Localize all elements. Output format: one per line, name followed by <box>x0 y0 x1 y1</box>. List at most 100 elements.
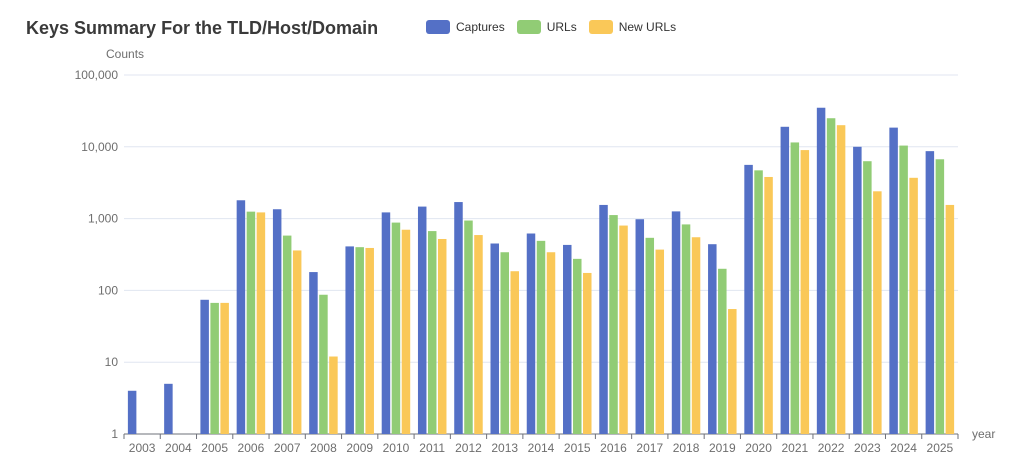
bar-captures-2012[interactable] <box>454 202 463 434</box>
bar-urls-2016[interactable] <box>609 215 618 434</box>
bar-new-urls-2013[interactable] <box>510 271 519 434</box>
bar-new-urls-2017[interactable] <box>655 249 665 434</box>
bar-captures-2024[interactable] <box>889 127 898 435</box>
bar-urls-2015[interactable] <box>573 258 582 434</box>
bar-new-urls-2023[interactable] <box>873 191 882 434</box>
x-tick-label: 2005 <box>201 441 228 455</box>
bar-urls-2012[interactable] <box>464 220 473 434</box>
x-tick-label: 2019 <box>709 441 736 455</box>
bar-captures-2010[interactable] <box>381 212 391 434</box>
bar-new-urls-2006[interactable] <box>256 212 266 434</box>
x-axis-label: year <box>972 427 995 441</box>
legend-item-captures[interactable]: Captures <box>426 20 505 34</box>
x-tick-label: 2025 <box>927 441 954 455</box>
bar-urls-2020[interactable] <box>754 170 763 434</box>
bar-urls-2011[interactable] <box>427 231 437 434</box>
x-tick-label: 2014 <box>528 441 555 455</box>
x-tick-label: 2008 <box>310 441 337 455</box>
bar-captures-2020[interactable] <box>744 164 753 434</box>
bar-captures-2017[interactable] <box>635 219 645 434</box>
bar-new-urls-2020[interactable] <box>764 176 773 434</box>
bar-captures-2013[interactable] <box>490 243 499 434</box>
bar-urls-2013[interactable] <box>500 252 509 434</box>
bar-new-urls-2015[interactable] <box>583 272 592 434</box>
bar-new-urls-2009[interactable] <box>365 247 374 434</box>
legend-item-new-urls[interactable]: New URLs <box>588 20 677 34</box>
x-tick-label: 2016 <box>600 441 627 455</box>
bar-captures-2003[interactable] <box>127 390 137 434</box>
bar-captures-2022[interactable] <box>816 107 826 435</box>
bar-new-urls-2016[interactable] <box>619 225 628 434</box>
x-tick-label: 2004 <box>165 441 192 455</box>
x-tick-label: 2024 <box>890 441 917 455</box>
bar-captures-2019[interactable] <box>708 244 717 434</box>
legend-label-urls: URLs <box>546 20 577 34</box>
bar-urls-2017[interactable] <box>645 237 655 434</box>
x-tick-label: 2013 <box>491 441 518 455</box>
bar-urls-2007[interactable] <box>282 235 292 434</box>
bar-captures-2006[interactable] <box>236 200 246 434</box>
bar-captures-2007[interactable] <box>272 209 282 434</box>
bar-captures-2016[interactable] <box>599 204 608 434</box>
bar-new-urls-2021[interactable] <box>800 150 810 434</box>
bar-new-urls-2011[interactable] <box>437 238 447 434</box>
y-tick-label: 100 <box>98 283 118 297</box>
x-tick-label: 2003 <box>129 441 156 455</box>
bar-new-urls-2012[interactable] <box>474 235 483 434</box>
bar-urls-2025[interactable] <box>935 159 945 434</box>
legend-label-new-urls: New URLs <box>618 20 677 34</box>
bar-new-urls-2010[interactable] <box>401 229 411 434</box>
bar-captures-2015[interactable] <box>563 244 572 434</box>
bar-captures-2021[interactable] <box>780 126 790 434</box>
bar-new-urls-2024[interactable] <box>909 177 918 435</box>
legend-swatch-captures <box>426 20 450 34</box>
bar-new-urls-2022[interactable] <box>836 125 846 435</box>
x-tick-label: 2023 <box>854 441 881 455</box>
bar-urls-2009[interactable] <box>355 247 364 434</box>
bar-urls-2018[interactable] <box>681 224 691 434</box>
bar-captures-2011[interactable] <box>417 206 427 434</box>
bar-urls-2005[interactable] <box>210 302 219 434</box>
legend-swatch-new-urls <box>588 20 613 34</box>
bar-captures-2005[interactable] <box>200 299 209 434</box>
bar-captures-2018[interactable] <box>671 211 681 434</box>
bar-captures-2025[interactable] <box>925 151 935 434</box>
y-tick-label: 10 <box>105 355 119 369</box>
bar-captures-2004[interactable] <box>164 383 173 434</box>
bar-captures-2008[interactable] <box>309 272 318 434</box>
y-axis-label: Counts <box>106 47 144 61</box>
y-tick-label: 1,000 <box>88 212 118 226</box>
bar-urls-2019[interactable] <box>718 268 727 434</box>
bar-new-urls-2005[interactable] <box>220 302 229 434</box>
legend[interactable]: Captures URLs New URLs <box>426 20 676 34</box>
bar-urls-2023[interactable] <box>863 161 872 435</box>
bar-captures-2009[interactable] <box>345 246 354 434</box>
bar-urls-2024[interactable] <box>899 145 908 434</box>
x-tick-label: 2018 <box>673 441 700 455</box>
bar-new-urls-2025[interactable] <box>945 204 955 434</box>
bar-captures-2014[interactable] <box>526 233 536 434</box>
x-tick-label: 2011 <box>419 441 445 455</box>
bar-captures-2023[interactable] <box>853 146 862 435</box>
bar-urls-2008[interactable] <box>319 294 328 434</box>
y-tick-label: 1 <box>111 427 118 441</box>
legend-item-urls[interactable]: URLs <box>516 20 577 34</box>
bar-new-urls-2019[interactable] <box>728 309 737 434</box>
chart-title: Keys Summary For the TLD/Host/Domain <box>26 18 379 38</box>
x-tick-label: 2017 <box>636 441 663 455</box>
bar-new-urls-2008[interactable] <box>329 356 338 434</box>
bar-urls-2021[interactable] <box>790 142 800 434</box>
bar-urls-2010[interactable] <box>391 222 401 434</box>
legend-swatch-urls <box>516 20 541 34</box>
bar-urls-2022[interactable] <box>826 118 836 434</box>
bar-new-urls-2007[interactable] <box>292 250 302 434</box>
bar-urls-2014[interactable] <box>536 240 546 434</box>
x-tick-label: 2022 <box>818 441 845 455</box>
bar-new-urls-2014[interactable] <box>546 252 556 434</box>
bar-urls-2006[interactable] <box>246 211 256 434</box>
bar-new-urls-2018[interactable] <box>691 237 701 434</box>
y-tick-label: 10,000 <box>81 140 118 154</box>
x-tick-label: 2010 <box>383 441 410 455</box>
